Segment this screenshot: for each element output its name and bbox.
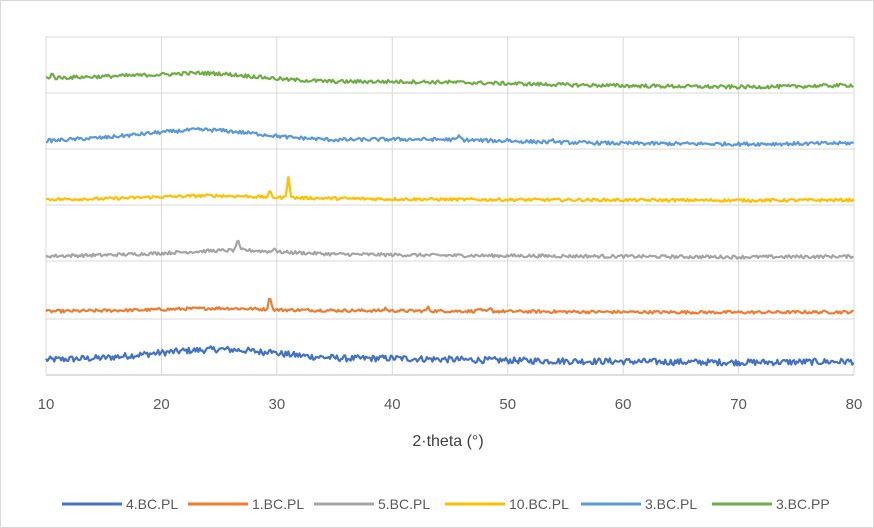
series-line-4-bc-pl — [45, 345, 855, 367]
legend-item: 4.BC.PL — [62, 496, 178, 512]
x-axis-title: 2·theta (°) — [412, 433, 483, 450]
legend: 4.BC.PL 1.BC.PL 5.BC.PL 10.BC.PL 3.BC.PL 3.BC… — [62, 496, 830, 512]
series-layer — [45, 70, 855, 367]
legend-item: 5.BC.PL — [314, 496, 430, 512]
x-tick-labels: 10 20 30 40 50 60 70 80 — [38, 396, 863, 413]
series-line-5-bc-pl — [45, 239, 855, 260]
legend-label: 1.BC.PL — [252, 496, 304, 512]
legend-item: 3.BC.PP — [712, 496, 830, 512]
series-line-10-bc-pl — [45, 175, 855, 203]
x-tick-label: 70 — [730, 396, 747, 413]
legend-label: 3.BC.PL — [645, 496, 697, 512]
x-tick-label: 40 — [384, 396, 401, 413]
x-tick-label: 50 — [499, 396, 516, 413]
legend-item: 3.BC.PL — [581, 496, 697, 512]
grid-layer — [45, 36, 855, 376]
legend-label: 10.BC.PL — [509, 496, 569, 512]
legend-label: 5.BC.PL — [378, 496, 430, 512]
x-tick-label: 60 — [615, 396, 632, 413]
x-tick-label: 80 — [846, 396, 863, 413]
series-line-1-bc-pl — [45, 297, 855, 315]
legend-label: 3.BC.PP — [776, 496, 830, 512]
series-line-3-bc-pl — [45, 126, 854, 147]
series-line-3-bc-pp — [45, 70, 854, 90]
legend-item: 10.BC.PL — [445, 496, 569, 512]
legend-item: 1.BC.PL — [188, 496, 304, 512]
x-tick-label: 10 — [38, 396, 55, 413]
x-tick-label: 30 — [269, 396, 286, 413]
x-tick-label: 20 — [153, 396, 170, 413]
legend-label: 4.BC.PL — [126, 496, 178, 512]
